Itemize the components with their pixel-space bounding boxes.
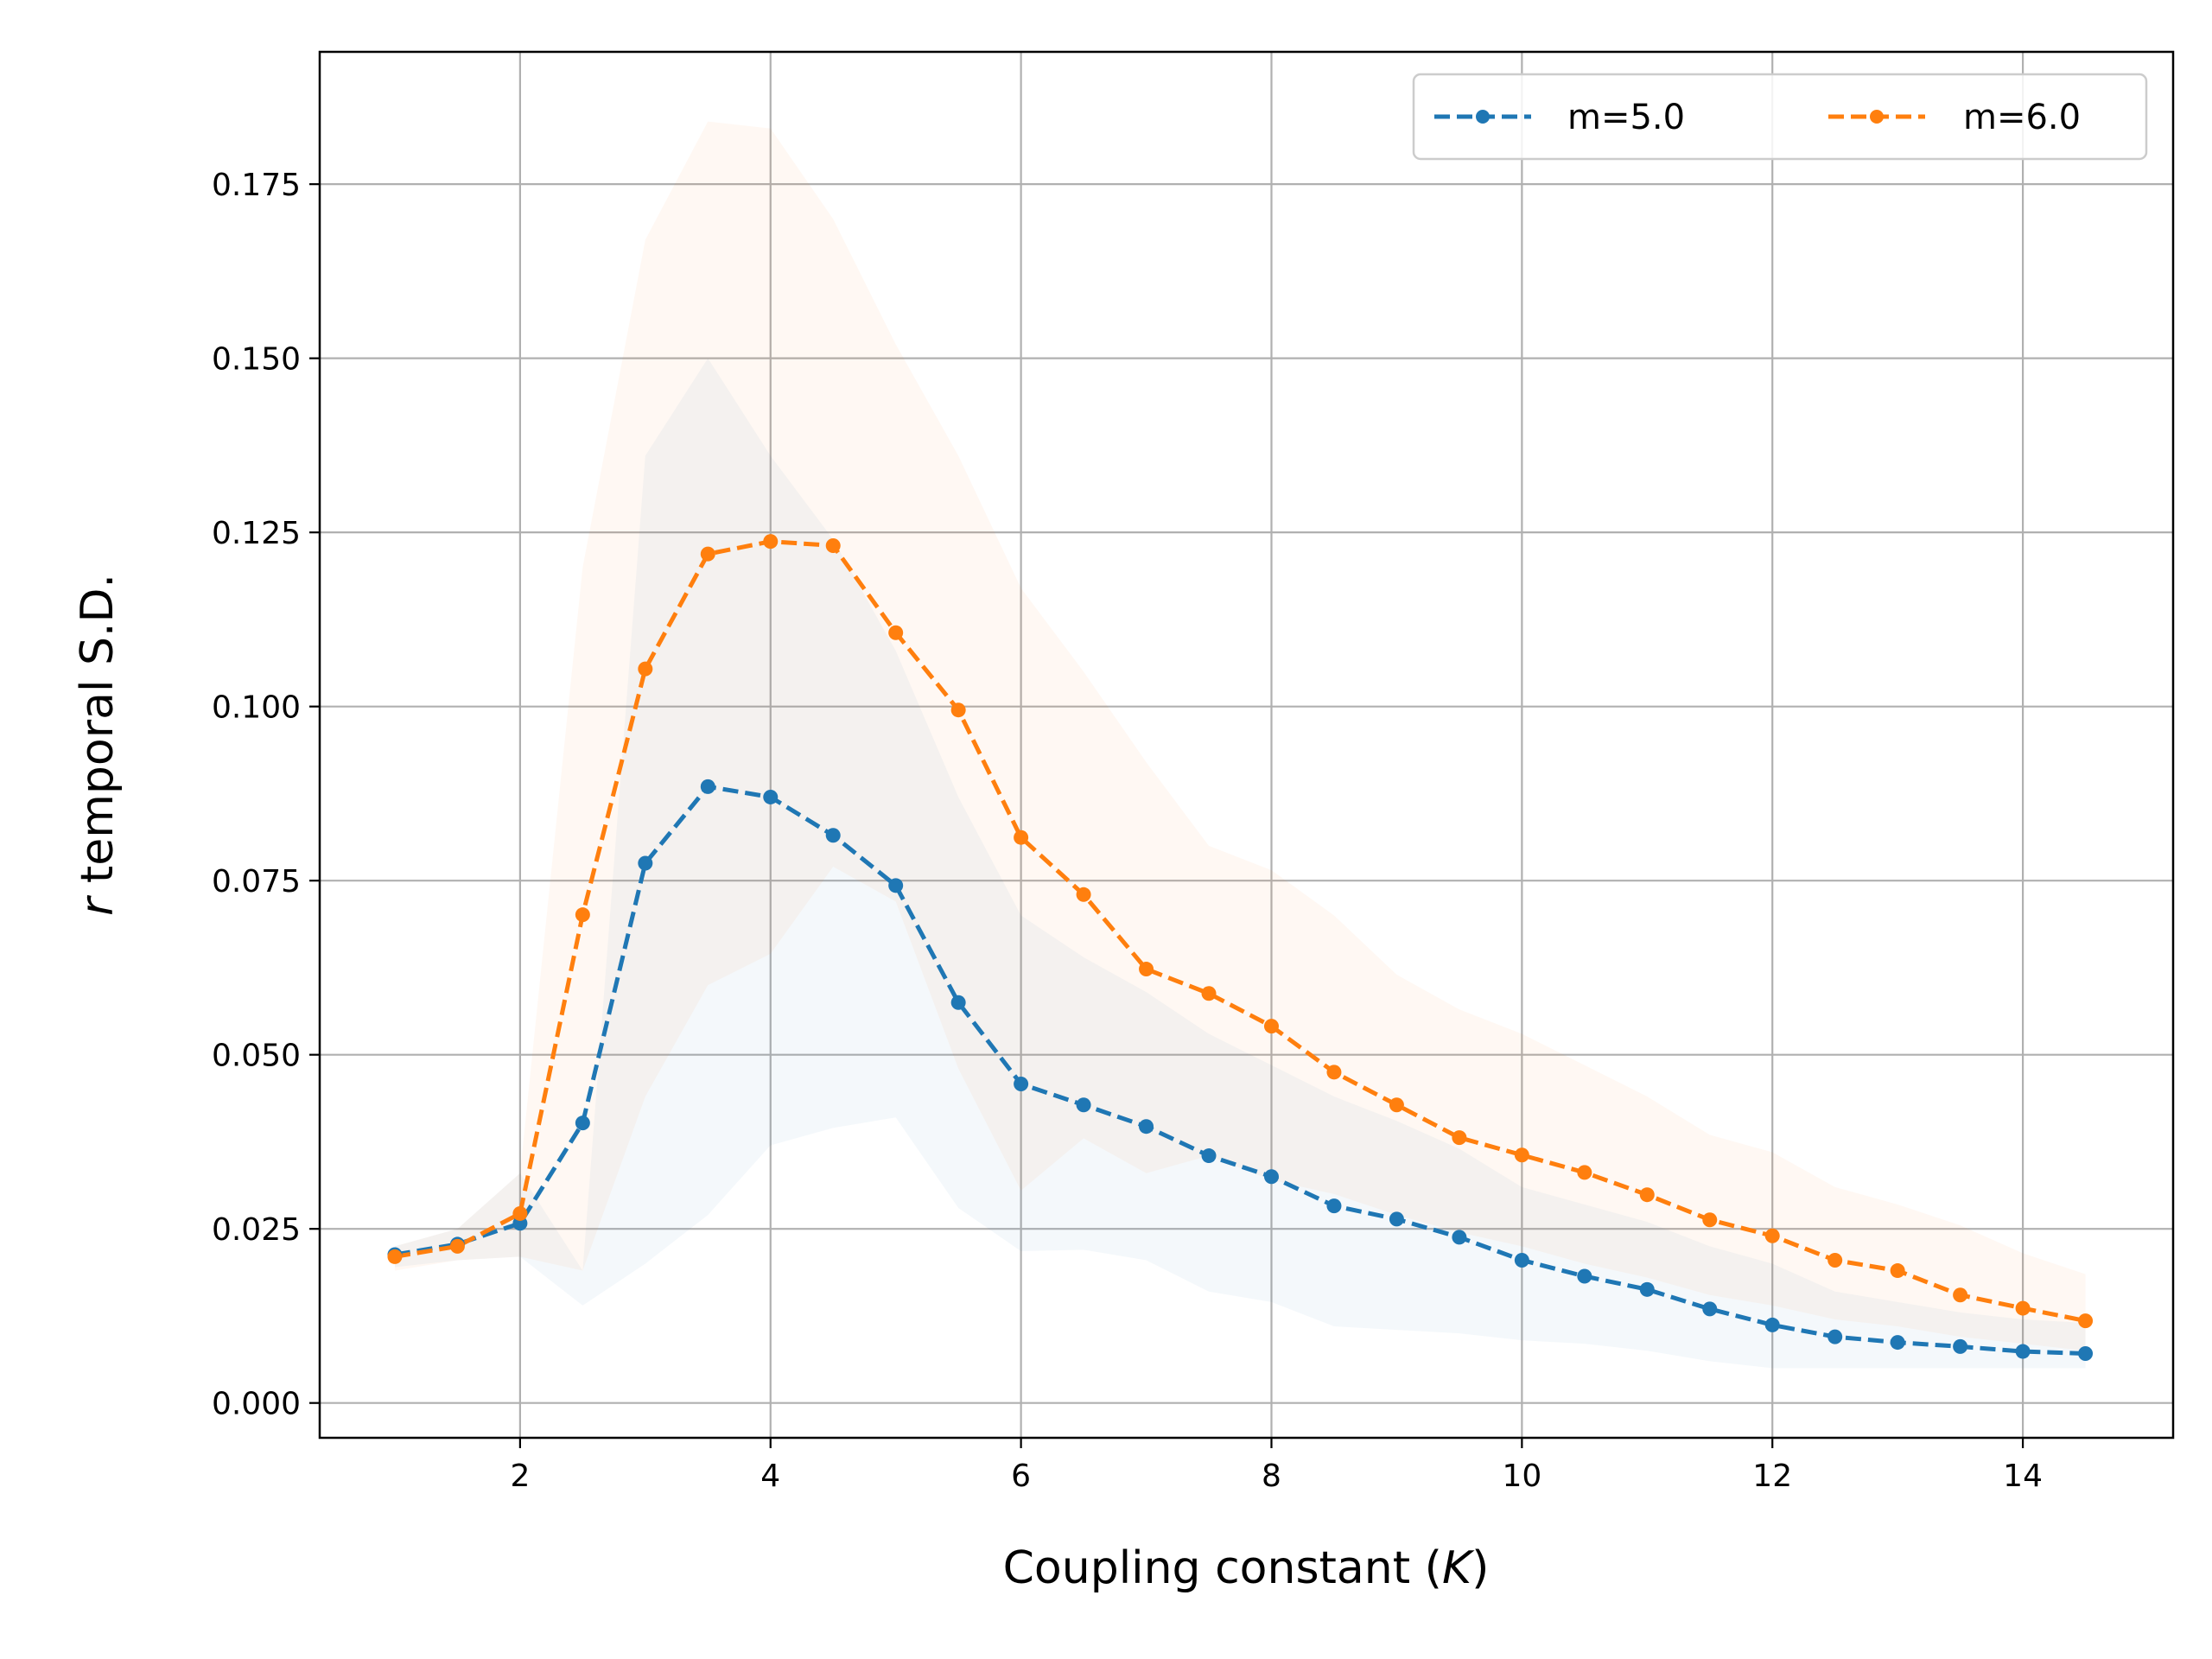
- legend: m=5.0 m=6.0: [1412, 73, 2148, 161]
- line-m-6-0: [394, 539, 2087, 1324]
- point-m-6-0: [1890, 1263, 1905, 1279]
- point-m-6-0: [1577, 1165, 1592, 1180]
- x-tick-label: 14: [2003, 1459, 2043, 1494]
- y-tick-label: 0.125: [212, 516, 301, 551]
- point-m-5-0: [1389, 1211, 1404, 1227]
- point-m-5-0: [2015, 1344, 2031, 1359]
- point-m-6-0: [512, 1205, 528, 1221]
- point-m-5-0: [950, 995, 966, 1010]
- confidence-bands: [394, 121, 2086, 1369]
- point-m-5-0: [825, 828, 841, 843]
- point-m-6-0: [575, 907, 590, 923]
- x-tick-label: 8: [1262, 1459, 1281, 1494]
- point-m-6-0: [1389, 1097, 1404, 1113]
- point-m-5-0: [1764, 1317, 1780, 1332]
- point-m-5-0: [1827, 1329, 1843, 1344]
- point-m-6-0: [1263, 1019, 1279, 1034]
- y-axis-label: r temporal S.D.: [72, 574, 124, 916]
- legend-marker-m6: [1870, 110, 1884, 124]
- band-m-6-0: [394, 121, 2086, 1351]
- point-m-6-0: [763, 534, 779, 550]
- point-m-5-0: [1702, 1301, 1718, 1317]
- point-m-6-0: [1452, 1130, 1467, 1146]
- point-m-5-0: [1076, 1097, 1091, 1113]
- band-m-5-0: [394, 358, 2086, 1369]
- series-points: [387, 534, 2094, 1361]
- point-m-6-0: [950, 702, 966, 718]
- y-tick-label: 0.100: [212, 690, 301, 726]
- point-m-6-0: [888, 625, 904, 640]
- y-axis-ticks: 0.000 0.025 0.050 0.075 0.100 0.125 0.150 0.175: [212, 168, 320, 1422]
- y-tick-label: 0.175: [212, 168, 301, 203]
- point-m-6-0: [449, 1238, 465, 1254]
- point-m-6-0: [1953, 1287, 1968, 1303]
- point-m-5-0: [1014, 1077, 1029, 1092]
- point-m-5-0: [2078, 1345, 2094, 1361]
- legend-label-m6: m=6.0: [1963, 98, 2081, 137]
- point-m-6-0: [1702, 1212, 1718, 1228]
- y-tick-label: 0.025: [212, 1212, 301, 1248]
- legend-label-m5: m=5.0: [1567, 98, 1685, 137]
- x-axis-ticks: 2 4 6 8 10 12 14: [510, 1438, 2043, 1494]
- y-tick-label: 0.000: [212, 1387, 301, 1422]
- point-m-5-0: [575, 1116, 590, 1131]
- y-tick-label: 0.150: [212, 342, 301, 378]
- x-tick-label: 12: [1752, 1459, 1792, 1494]
- point-m-6-0: [1764, 1228, 1780, 1243]
- x-tick-label: 6: [1011, 1459, 1031, 1494]
- point-m-6-0: [1827, 1252, 1843, 1268]
- point-m-5-0: [1139, 1119, 1154, 1135]
- point-m-5-0: [638, 855, 653, 871]
- point-m-5-0: [700, 779, 715, 794]
- point-m-6-0: [825, 537, 841, 553]
- point-m-5-0: [1452, 1230, 1467, 1245]
- point-m-6-0: [2078, 1313, 2094, 1329]
- point-m-5-0: [1890, 1335, 1905, 1351]
- point-m-6-0: [1201, 986, 1217, 1001]
- point-m-5-0: [1639, 1281, 1655, 1297]
- x-tick-label: 2: [510, 1459, 530, 1494]
- plot-frame: [318, 50, 2175, 1440]
- point-m-5-0: [1326, 1198, 1342, 1214]
- point-m-6-0: [1014, 830, 1029, 845]
- y-tick-label: 0.050: [212, 1039, 301, 1074]
- y-tick-label: 0.075: [212, 864, 301, 899]
- x-axis-label: Coupling constant (K): [1003, 1542, 1490, 1594]
- point-m-6-0: [1076, 887, 1091, 902]
- line-m-5-0: [394, 784, 2086, 1356]
- point-m-5-0: [1201, 1148, 1217, 1164]
- point-m-6-0: [387, 1249, 403, 1264]
- point-m-6-0: [1139, 962, 1154, 977]
- point-m-5-0: [1263, 1169, 1279, 1185]
- point-m-6-0: [1639, 1187, 1655, 1203]
- x-tick-label: 4: [760, 1459, 780, 1494]
- point-m-6-0: [2015, 1300, 2031, 1316]
- point-m-5-0: [1953, 1338, 1968, 1354]
- legend-box: [1412, 73, 2148, 161]
- x-tick-label: 10: [1502, 1459, 1541, 1494]
- point-m-6-0: [638, 661, 653, 677]
- point-m-5-0: [888, 878, 904, 893]
- point-m-5-0: [1514, 1252, 1529, 1268]
- point-m-6-0: [700, 546, 715, 562]
- point-m-6-0: [1326, 1065, 1342, 1080]
- grid: [320, 52, 2173, 1438]
- point-m-6-0: [1514, 1147, 1529, 1163]
- point-m-5-0: [1577, 1268, 1592, 1284]
- point-m-5-0: [763, 789, 779, 804]
- series-lines: [394, 539, 2087, 1356]
- legend-marker-m5: [1476, 110, 1490, 124]
